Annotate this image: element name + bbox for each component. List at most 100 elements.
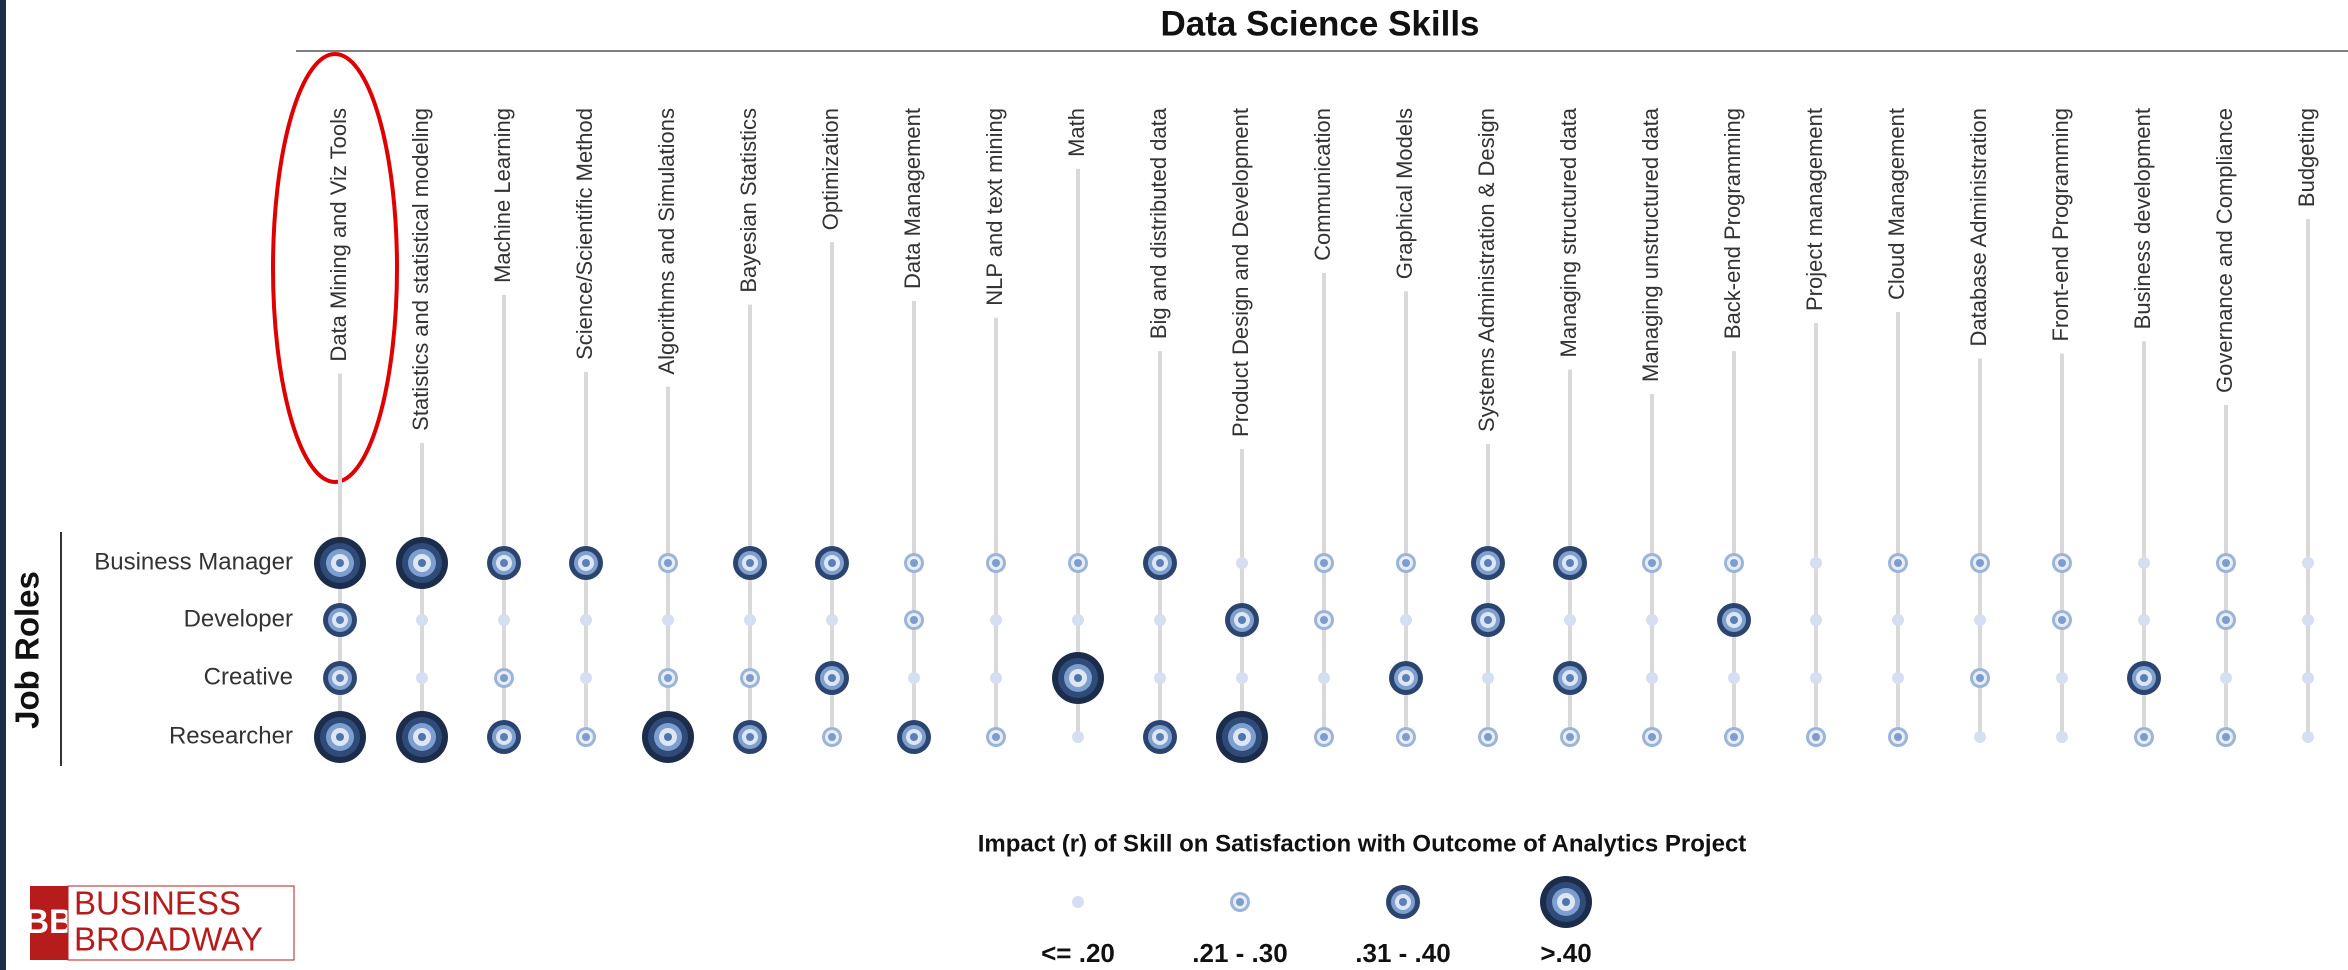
x-tick-label: Front-end Programming [2048,108,2073,342]
x-tick-label: Science/Scientific Method [572,108,597,360]
dot-ring [1320,733,1328,741]
dot-ring [336,616,344,624]
x-tick-label: Machine Learning [490,108,515,283]
dot [1072,731,1084,743]
dot-ring [746,733,754,741]
dot-ring [1074,674,1082,682]
dot [744,614,756,626]
dot [1564,614,1576,626]
dot-ring [664,733,672,741]
chart-title: Data Science Skills [1160,4,1479,43]
dot-ring [2058,559,2066,567]
x-tick-label: Statistics and statistical modeling [408,108,433,431]
dot [2302,731,2314,743]
dot-ring [664,559,672,567]
dot-ring [1976,559,1984,567]
dot-ring [500,559,508,567]
dot-ring [2222,733,2230,741]
dot-ring [1730,559,1738,567]
dot-ring [418,733,426,741]
x-tick-label: Math [1064,108,1089,157]
dot [662,614,674,626]
dot-ring [582,559,590,567]
dot-ring [1156,559,1164,567]
dot [2220,672,2232,684]
dot [826,614,838,626]
dot-ring [582,733,590,741]
x-tick-label: Systems Administration & Design [1474,108,1499,432]
logo-frame [67,885,295,961]
x-tick-label: Big and distributed data [1146,107,1171,339]
legend-label: .31 - .40 [1355,938,1450,968]
dot-ring [2222,616,2230,624]
dot-ring [1320,559,1328,567]
row-label: Researcher [169,722,293,749]
logo-initials: BB [24,903,73,941]
x-tick-label: Project management [1802,108,1827,311]
dot-ring [828,733,836,741]
x-tick-label: Graphical Models [1392,108,1417,279]
x-tick-label: Product Design and Development [1228,108,1253,437]
dot [1072,614,1084,626]
dot-ring [1236,898,1244,906]
x-tick-label: Optimization [818,108,843,230]
legend-label: >.40 [1540,938,1591,968]
x-tick-label: Cloud Management [1884,108,1909,300]
dot-ring [1812,733,1820,741]
dot [498,614,510,626]
dot [1646,614,1658,626]
dot-ring [336,674,344,682]
legend-title: Impact (r) of Skill on Satisfaction with… [978,830,1747,857]
x-tick-label: Managing unstructured data [1638,107,1663,382]
dot [1892,672,1904,684]
dot [1646,672,1658,684]
dot [2056,731,2068,743]
dot-ring [1399,898,1407,906]
dot-ring [500,733,508,741]
dot [2302,614,2314,626]
dot-ring [992,559,1000,567]
highlight-ellipse [271,52,399,484]
dot [1810,672,1822,684]
logo: BB BUSINESS BROADWAY [24,885,295,961]
dot-ring [1648,733,1656,741]
dot-ring [2058,616,2066,624]
row-label: Business Manager [94,548,293,575]
x-tick-label: Algorithms and Simulations [654,108,679,375]
dot [1974,731,1986,743]
dot [1318,672,1330,684]
dot [1236,672,1248,684]
dot-ring [2140,674,2148,682]
dot-ring [1402,559,1410,567]
dot-ring [2222,559,2230,567]
x-tick-label: Governance and Compliance [2212,108,2237,393]
logo-line1: BUSINESS [74,885,241,922]
y-axis-title: Job Roles [9,571,46,729]
x-tick-label: NLP and text mining [982,108,1007,306]
dot-ring [910,616,918,624]
dot-ring [336,559,344,567]
dot [2302,557,2314,569]
dot [2302,672,2314,684]
dot [1728,672,1740,684]
dot [2138,557,2150,569]
x-tick-label: Managing structured data [1556,107,1581,357]
x-tick-label: Communication [1310,108,1335,261]
dot [1892,614,1904,626]
dot-ring [664,674,672,682]
legend-label: <= .20 [1041,938,1115,968]
dot [1810,557,1822,569]
dot [1974,614,1986,626]
dot [2056,672,2068,684]
dot-ring [910,559,918,567]
dot-ring [828,674,836,682]
dot [908,672,920,684]
dot [1154,672,1166,684]
dot [1400,614,1412,626]
dot [416,614,428,626]
dot-ring [1566,674,1574,682]
dot [2138,614,2150,626]
dot-ring [1484,559,1492,567]
dot [416,672,428,684]
